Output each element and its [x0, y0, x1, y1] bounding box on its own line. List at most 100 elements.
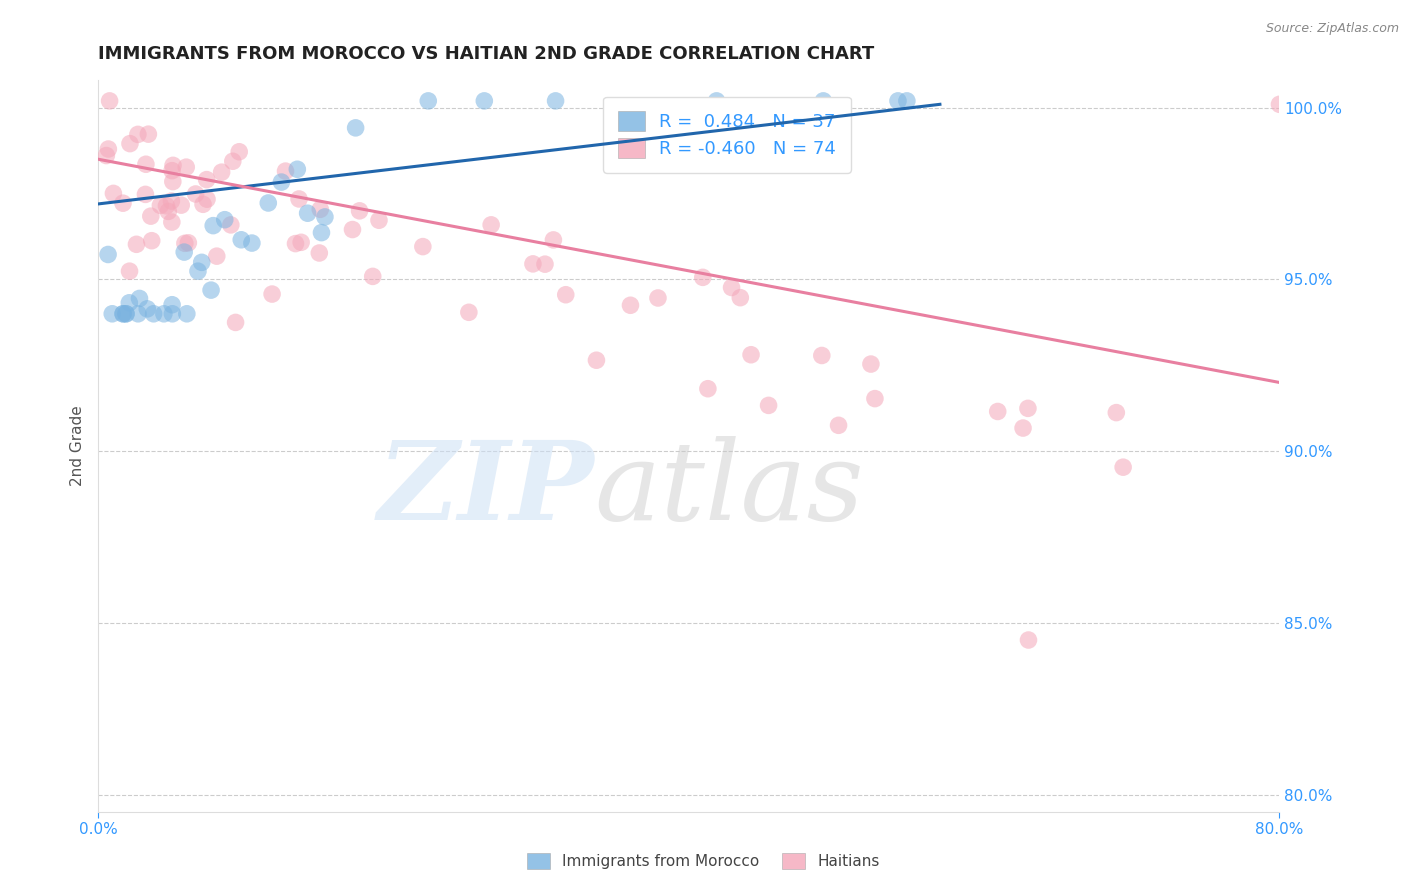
Point: [534, 257, 557, 271]
Point: [262, 287, 284, 301]
Point: [112, 307, 135, 321]
Point: [987, 404, 1010, 418]
Point: [162, 175, 184, 189]
Point: [195, 172, 218, 186]
Point: [257, 196, 280, 211]
Point: [176, 307, 198, 321]
Point: [141, 234, 163, 248]
Point: [887, 94, 910, 108]
Point: [479, 218, 502, 232]
Point: [1018, 633, 1040, 648]
Point: [134, 187, 156, 202]
Point: [160, 163, 183, 178]
Point: [219, 218, 242, 232]
Point: [128, 292, 150, 306]
Point: [135, 157, 157, 171]
Point: [585, 353, 607, 368]
Point: [162, 158, 184, 172]
Point: [118, 264, 141, 278]
Point: [720, 280, 742, 294]
Point: [1017, 401, 1039, 416]
Point: [214, 212, 236, 227]
Point: [125, 237, 148, 252]
Point: [200, 283, 222, 297]
Point: [111, 196, 134, 211]
Point: [157, 204, 180, 219]
Point: [225, 315, 247, 329]
Y-axis label: 2nd Grade: 2nd Grade: [69, 406, 84, 486]
Point: [162, 307, 184, 321]
Point: [311, 226, 333, 240]
Point: [139, 209, 162, 223]
Legend: Immigrants from Morocco, Haitians: Immigrants from Morocco, Haitians: [520, 847, 886, 875]
Point: [647, 291, 669, 305]
Point: [153, 307, 176, 321]
Point: [136, 301, 159, 316]
Point: [811, 349, 834, 363]
Text: IMMIGRANTS FROM MOROCCO VS HAITIAN 2ND GRADE CORRELATION CHART: IMMIGRANTS FROM MOROCCO VS HAITIAN 2ND G…: [98, 45, 875, 63]
Text: atlas: atlas: [595, 436, 865, 543]
Point: [619, 298, 641, 312]
Point: [297, 206, 319, 220]
Point: [118, 295, 141, 310]
Point: [118, 136, 141, 151]
Text: Source: ZipAtlas.com: Source: ZipAtlas.com: [1265, 22, 1399, 36]
Point: [191, 197, 214, 211]
Point: [160, 298, 183, 312]
Point: [170, 198, 193, 212]
Point: [314, 210, 336, 224]
Point: [202, 219, 225, 233]
Point: [284, 236, 307, 251]
Point: [1012, 421, 1035, 435]
Point: [412, 239, 434, 253]
Point: [457, 305, 479, 319]
Point: [1112, 460, 1135, 475]
Point: [98, 94, 121, 108]
Point: [222, 154, 245, 169]
Point: [97, 247, 120, 261]
Point: [288, 192, 311, 206]
Point: [155, 199, 177, 213]
Point: [863, 392, 886, 406]
Point: [190, 255, 212, 269]
Point: [173, 236, 195, 251]
Point: [112, 307, 135, 321]
Point: [692, 270, 714, 285]
Point: [308, 246, 330, 260]
Text: ZIP: ZIP: [378, 436, 595, 543]
Point: [142, 307, 165, 321]
Point: [554, 287, 576, 301]
Point: [103, 186, 125, 201]
Point: [309, 202, 332, 217]
Point: [696, 382, 718, 396]
Point: [472, 94, 495, 108]
Point: [177, 235, 200, 250]
Point: [368, 213, 391, 227]
Point: [285, 162, 308, 177]
Point: [115, 307, 138, 321]
Point: [730, 291, 752, 305]
Point: [740, 348, 762, 362]
Point: [342, 222, 364, 236]
Point: [127, 128, 149, 142]
Point: [115, 307, 138, 321]
Point: [274, 164, 297, 178]
Point: [522, 257, 544, 271]
Point: [231, 233, 253, 247]
Point: [240, 235, 263, 250]
Point: [187, 264, 209, 278]
Point: [195, 192, 218, 206]
Legend: R =  0.484   N = 37, R = -0.460   N = 74: R = 0.484 N = 37, R = -0.460 N = 74: [603, 96, 851, 172]
Point: [205, 249, 228, 263]
Point: [349, 203, 371, 218]
Point: [859, 357, 882, 371]
Point: [96, 148, 118, 162]
Point: [1268, 97, 1291, 112]
Point: [174, 160, 197, 174]
Point: [228, 145, 250, 159]
Point: [160, 215, 183, 229]
Point: [758, 398, 780, 412]
Point: [173, 245, 195, 260]
Point: [361, 269, 384, 284]
Point: [344, 120, 367, 135]
